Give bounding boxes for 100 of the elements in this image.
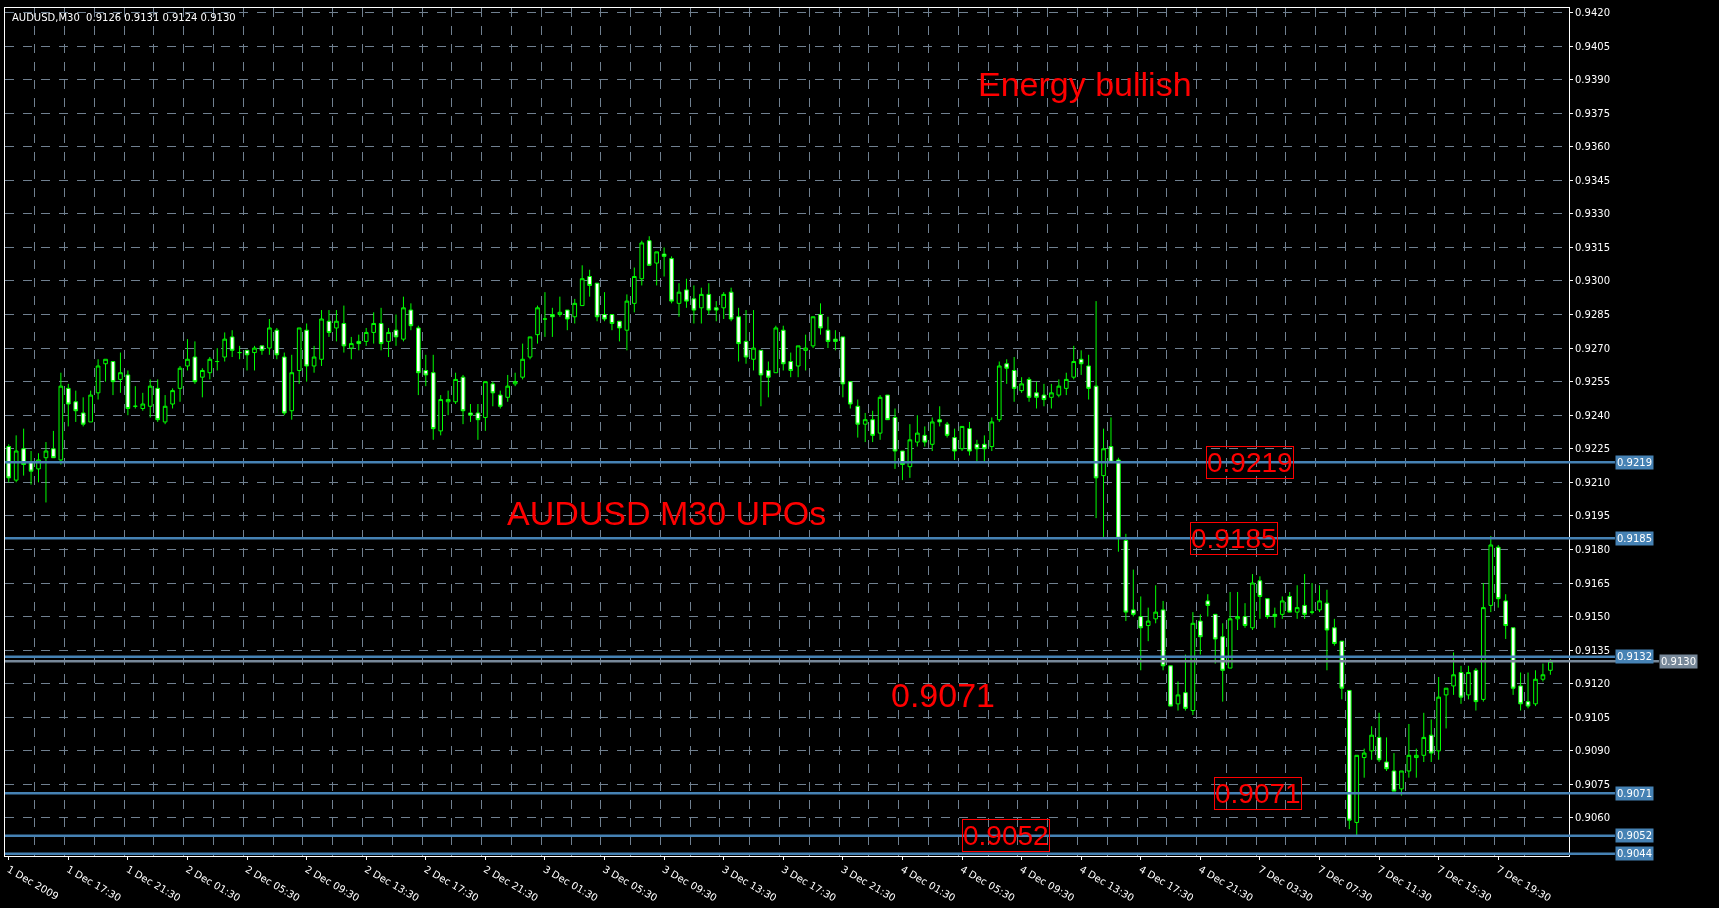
candlestick: [632, 267, 637, 313]
candlestick: [721, 291, 727, 320]
y-tick-label: 0.9405: [1575, 40, 1610, 52]
candlestick: [1436, 676, 1441, 761]
candlestick: [177, 365, 183, 403]
candlestick: [564, 309, 570, 331]
candlestick: [691, 284, 697, 324]
candlestick: [1391, 752, 1397, 792]
y-tick-label: 0.9120: [1575, 678, 1610, 690]
candlestick: [847, 381, 853, 410]
y-tick-label: 0.9315: [1575, 241, 1610, 253]
candlestick: [497, 390, 503, 410]
candlestick: [1011, 356, 1017, 403]
candlestick: [609, 314, 615, 331]
y-tick-label: 0.9300: [1575, 275, 1610, 287]
candlestick: [803, 334, 808, 371]
candlestick: [1026, 376, 1032, 403]
candlestick: [363, 327, 369, 347]
candlestick: [780, 325, 786, 371]
candlestick: [222, 331, 228, 363]
candlestick: [706, 282, 712, 316]
candlestick: [1257, 575, 1263, 620]
candlestick: [728, 287, 734, 322]
candlestick: [341, 305, 347, 354]
candlestick: [1168, 665, 1173, 707]
ref-line-label: 0.9130: [1661, 656, 1696, 667]
candlestick: [1399, 770, 1404, 797]
candlestick: [88, 390, 93, 423]
candlestick: [483, 381, 488, 432]
candlestick: [766, 361, 771, 398]
candlestick: [1495, 544, 1501, 609]
candlestick: [416, 325, 421, 396]
candlestick: [572, 298, 578, 324]
candlestick: [80, 396, 86, 427]
candlestick: [1518, 672, 1523, 712]
candlestick: [13, 434, 19, 483]
candlestick: [996, 361, 1002, 423]
candlestick: [915, 414, 920, 448]
y-tick-label: 0.9060: [1575, 812, 1610, 824]
candlestick: [1287, 591, 1293, 613]
annotation: Energy bullish: [978, 65, 1192, 103]
candlestick: [252, 345, 257, 371]
ref-line-label: 0.9052: [1617, 830, 1652, 841]
candlestick: [214, 347, 220, 371]
candlestick: [989, 416, 995, 452]
candlestick: [401, 296, 406, 342]
candlestick: [118, 352, 123, 394]
candlestick: [952, 428, 957, 461]
candlestick: [1302, 573, 1307, 620]
candlestick: [170, 387, 175, 410]
candlestick: [1101, 428, 1106, 539]
candlestick: [1071, 345, 1077, 380]
y-tick-label: 0.9135: [1575, 644, 1610, 656]
candlestick: [1384, 736, 1389, 772]
candlestick: [1533, 669, 1538, 707]
candlestick: [408, 302, 414, 331]
candlestick: [274, 327, 280, 360]
candlestick: [1242, 602, 1248, 629]
candlestick: [1198, 613, 1203, 656]
ref-line-label: 0.9185: [1617, 533, 1652, 544]
candlestick: [1421, 712, 1427, 763]
candlestick: [758, 349, 764, 407]
candlestick: [430, 354, 436, 441]
candlestick: [378, 307, 384, 351]
y-tick-label: 0.9240: [1575, 409, 1610, 421]
candlestick: [296, 327, 302, 385]
candlestick: [155, 378, 160, 423]
candlestick: [527, 336, 533, 360]
candlestick: [974, 439, 980, 463]
y-tick-label: 0.9285: [1575, 309, 1610, 321]
candlestick: [73, 390, 79, 423]
candlestick: [1160, 600, 1166, 671]
candlestick: [1034, 381, 1039, 410]
chart-title: AUDUSD,M30 0.9126 0.9131 0.9124 0.9130: [12, 12, 236, 23]
annotation: AUDUSD M30 UPOs: [507, 494, 827, 532]
y-tick-label: 0.9420: [1575, 6, 1610, 18]
candlestick: [646, 235, 652, 266]
candlestick: [743, 309, 749, 365]
candlestick: [877, 394, 883, 441]
candlestick: [1272, 607, 1278, 629]
candlestick: [535, 305, 540, 345]
candlestick: [28, 450, 34, 486]
candlestick: [594, 282, 600, 322]
candlestick: [1294, 584, 1300, 620]
ref-line-label: 0.9219: [1617, 457, 1652, 468]
candlestick: [855, 399, 861, 439]
candlestick: [133, 385, 138, 410]
candlestick: [602, 291, 607, 322]
candlestick: [1138, 595, 1144, 671]
candlestick: [922, 425, 928, 448]
candlestick: [967, 421, 972, 456]
candlestick: [281, 352, 287, 416]
candlestick: [840, 336, 846, 398]
candlestick: [438, 394, 444, 436]
candlestick: [795, 345, 801, 378]
candlestick: [326, 309, 332, 338]
candlestick: [818, 302, 823, 336]
candlestick: [1205, 593, 1211, 618]
candlestick: [885, 394, 890, 421]
candlestick: [937, 405, 942, 427]
